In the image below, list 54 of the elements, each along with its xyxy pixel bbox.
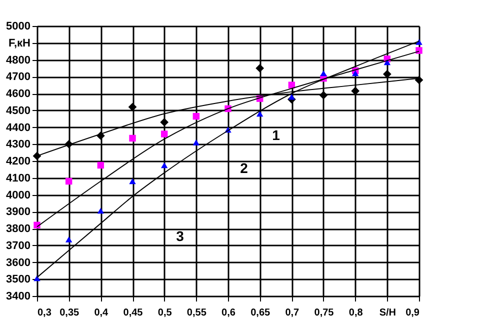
- point: [97, 208, 104, 214]
- y-tick-label: 4100: [6, 172, 30, 184]
- point: [65, 236, 72, 242]
- point: [352, 70, 359, 76]
- point: [192, 140, 200, 146]
- point: [414, 76, 424, 84]
- x-tick-label: 0,3: [38, 308, 52, 318]
- y-tick-label: 4700: [6, 71, 30, 84]
- y-tick-label: 3700: [6, 240, 30, 252]
- y-tick-label: 3600: [6, 256, 30, 269]
- x-tick-label: 0,45: [123, 308, 144, 318]
- x-tick-label: 0,65: [250, 308, 270, 318]
- x-tick-label: 0,5: [158, 308, 172, 318]
- x-tick-label: 0,4: [94, 308, 109, 318]
- point: [129, 134, 136, 142]
- point: [256, 110, 264, 117]
- x-tick-label: 0,8: [348, 308, 364, 318]
- point: [65, 178, 72, 185]
- point: [192, 112, 200, 120]
- y-tick-label: 4600: [6, 88, 30, 100]
- y-tick-label: 4400: [6, 122, 30, 134]
- y-tick-label: 4000: [6, 189, 30, 202]
- x-tick-label: S/H: [379, 308, 396, 318]
- x-tick-label: 0,75: [314, 308, 334, 318]
- annotation: 1: [272, 127, 280, 143]
- annotation: 2: [240, 160, 248, 176]
- x-tick-label: 0,9: [406, 308, 420, 318]
- y-tick-label: 3900: [6, 206, 30, 218]
- point: [160, 118, 169, 126]
- x-tick-label: 0,6: [222, 308, 236, 318]
- point: [97, 162, 104, 169]
- y-tick-label: F,кН: [8, 37, 31, 50]
- point: [129, 178, 136, 184]
- annotation: 3: [176, 228, 184, 244]
- point: [320, 70, 327, 76]
- y-tick-label: 4800: [6, 54, 30, 66]
- y-tick-label: 4300: [6, 138, 30, 151]
- x-tick-label: 0,7: [285, 308, 300, 318]
- point: [319, 91, 328, 100]
- x-tick-label: 0,55: [186, 308, 207, 318]
- point: [416, 47, 422, 54]
- x-tick-label: 0,35: [60, 308, 80, 318]
- point: [256, 64, 264, 72]
- y-tick-label: 5000: [6, 20, 30, 32]
- y-tick-label: 4500: [6, 104, 30, 117]
- point: [416, 39, 422, 45]
- point: [160, 162, 168, 168]
- y-tick-label: 3500: [6, 274, 30, 286]
- point: [288, 94, 296, 100]
- y-tick-label: 3800: [6, 223, 30, 235]
- point: [160, 130, 168, 138]
- y-tick-label: 4200: [6, 156, 30, 168]
- y-tick-label: 3400: [6, 290, 30, 302]
- point: [288, 82, 296, 88]
